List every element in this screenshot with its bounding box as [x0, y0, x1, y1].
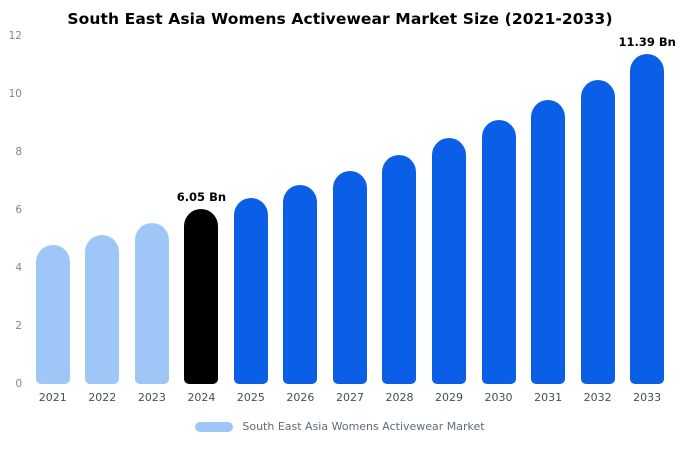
bar-slot: [78, 36, 128, 384]
x-tick-label: 2029: [435, 391, 464, 404]
bar-2024: [184, 208, 219, 384]
bar-slot: 11.39 Bn: [618, 35, 676, 384]
x-tick-label: 2021: [38, 391, 67, 404]
bar-2026: [283, 185, 318, 384]
x-tick-label: 2030: [484, 391, 513, 404]
bar-2030: [481, 120, 516, 384]
bar-slot: [226, 36, 276, 384]
bar-2023: [134, 223, 169, 384]
bar-slot: [276, 36, 326, 384]
chart-body: 0 2 4 6 8 10 12 6.05 Bn 11.39 Bn: [0, 30, 676, 390]
legend-swatch: [195, 421, 234, 432]
x-tick-label: 2022: [88, 391, 117, 404]
x-tick-label: 2023: [137, 391, 166, 404]
x-axis: 2021 2022 2023 2024 2025 2026 2027 2028 2029 2030…: [28, 391, 672, 404]
x-tick-label: 2028: [385, 391, 414, 404]
bar-2025: [233, 198, 268, 384]
bar-slot: [573, 36, 623, 384]
y-tick-label: 12: [8, 30, 22, 42]
bar-2021: [35, 244, 70, 384]
x-tick-label: 2033: [633, 391, 662, 404]
legend-item[interactable]: South East Asia Womens Activewear Market: [0, 420, 680, 433]
bar-2022: [85, 234, 120, 384]
data-label-2033: 11.39 Bn: [618, 34, 676, 49]
legend-label: South East Asia Womens Activewear Market: [242, 420, 485, 433]
bar-2029: [432, 137, 467, 384]
bar-slot: [474, 36, 524, 384]
bar-slot: [127, 36, 177, 384]
bar-2031: [531, 99, 566, 384]
bar-slot: [28, 36, 78, 384]
bar-slot: [424, 36, 474, 384]
bar-2033: [630, 53, 665, 384]
x-tick-label: 2027: [335, 391, 364, 404]
bar-2032: [580, 79, 615, 384]
data-label-2024: 6.05 Bn: [176, 189, 227, 204]
y-tick-label: 2: [15, 320, 22, 333]
x-tick-label: 2025: [236, 391, 265, 404]
bar-slot: [325, 36, 375, 384]
x-tick-label: 2024: [187, 391, 216, 404]
y-tick-label: 10: [8, 88, 22, 100]
bar-2028: [382, 154, 417, 384]
chart-title: South East Asia Womens Activewear Market…: [67, 10, 613, 28]
y-tick-label: 4: [15, 262, 22, 275]
x-tick-label: 2032: [583, 391, 612, 404]
x-tick-label: 2026: [286, 391, 315, 404]
y-axis: 0 2 4 6 8 10 12: [0, 30, 22, 390]
y-tick-label: 6: [15, 204, 22, 216]
y-tick-label: 0: [15, 378, 22, 390]
plot-area: 6.05 Bn 11.39 Bn: [28, 35, 676, 384]
y-tick-label: 8: [15, 146, 22, 159]
bar-2027: [332, 170, 367, 384]
bar-slot: [523, 36, 573, 384]
x-tick-label: 2031: [534, 391, 563, 404]
bar-slot: 6.05 Bn: [177, 36, 227, 384]
bar-slot: [375, 36, 425, 384]
